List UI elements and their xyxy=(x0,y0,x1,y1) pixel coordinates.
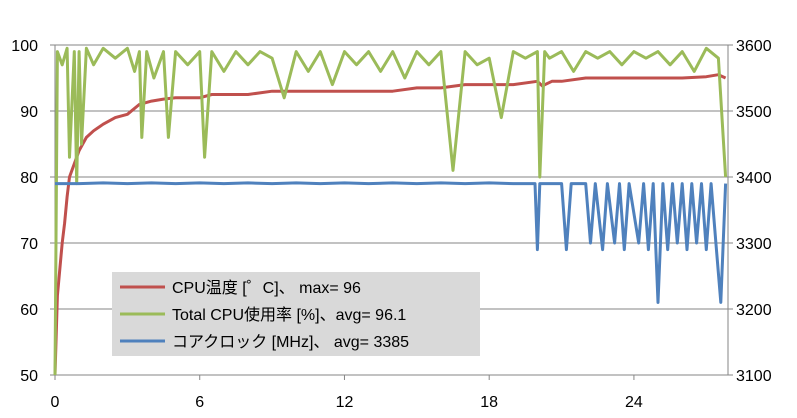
x-tick-label-0: 0 xyxy=(51,394,60,411)
left-tick-label-0: 50 xyxy=(20,368,38,385)
right-tick-label-5: 3600 xyxy=(736,38,772,55)
legend-label-1: Total CPU使用率 [%]、avg= 96.1 xyxy=(172,306,406,324)
left-tick-label-5: 100 xyxy=(11,38,38,55)
left-tick-label-1: 60 xyxy=(20,302,38,319)
x-tick-label-1: 6 xyxy=(195,394,204,411)
legend-label-0: CPU温度 [゜C]、 max= 96 xyxy=(172,279,361,297)
right-tick-label-2: 3300 xyxy=(736,236,772,253)
x-tick-label-4: 24 xyxy=(625,394,643,411)
x-tick-label-3: 18 xyxy=(480,394,498,411)
right-axis-ticks: 3100 3200 3300 3400 3500 3600 xyxy=(736,38,772,385)
right-tick-label-0: 3100 xyxy=(736,368,772,385)
series-lines xyxy=(53,46,728,376)
right-tick-label-4: 3500 xyxy=(736,104,772,121)
right-tick-label-3: 3400 xyxy=(736,170,772,187)
legend: CPU温度 [゜C]、 max= 96 Total CPU使用率 [%]、avg=… xyxy=(112,272,480,356)
legend-label-2: コアクロック [MHz]、 avg= 3385 xyxy=(172,333,409,351)
left-tick-label-3: 80 xyxy=(20,170,38,187)
legend-box xyxy=(112,272,480,356)
left-axis-ticks: 50 60 70 80 90 100 xyxy=(11,38,38,385)
x-axis-ticks: 0 6 12 18 24 xyxy=(51,394,643,411)
series-line-2 xyxy=(55,181,728,304)
series-line-1 xyxy=(53,46,728,376)
right-tick-label-1: 3200 xyxy=(736,302,772,319)
x-tick-label-2: 12 xyxy=(336,394,354,411)
left-tick-label-4: 90 xyxy=(20,104,38,121)
left-tick-label-2: 70 xyxy=(20,236,38,253)
